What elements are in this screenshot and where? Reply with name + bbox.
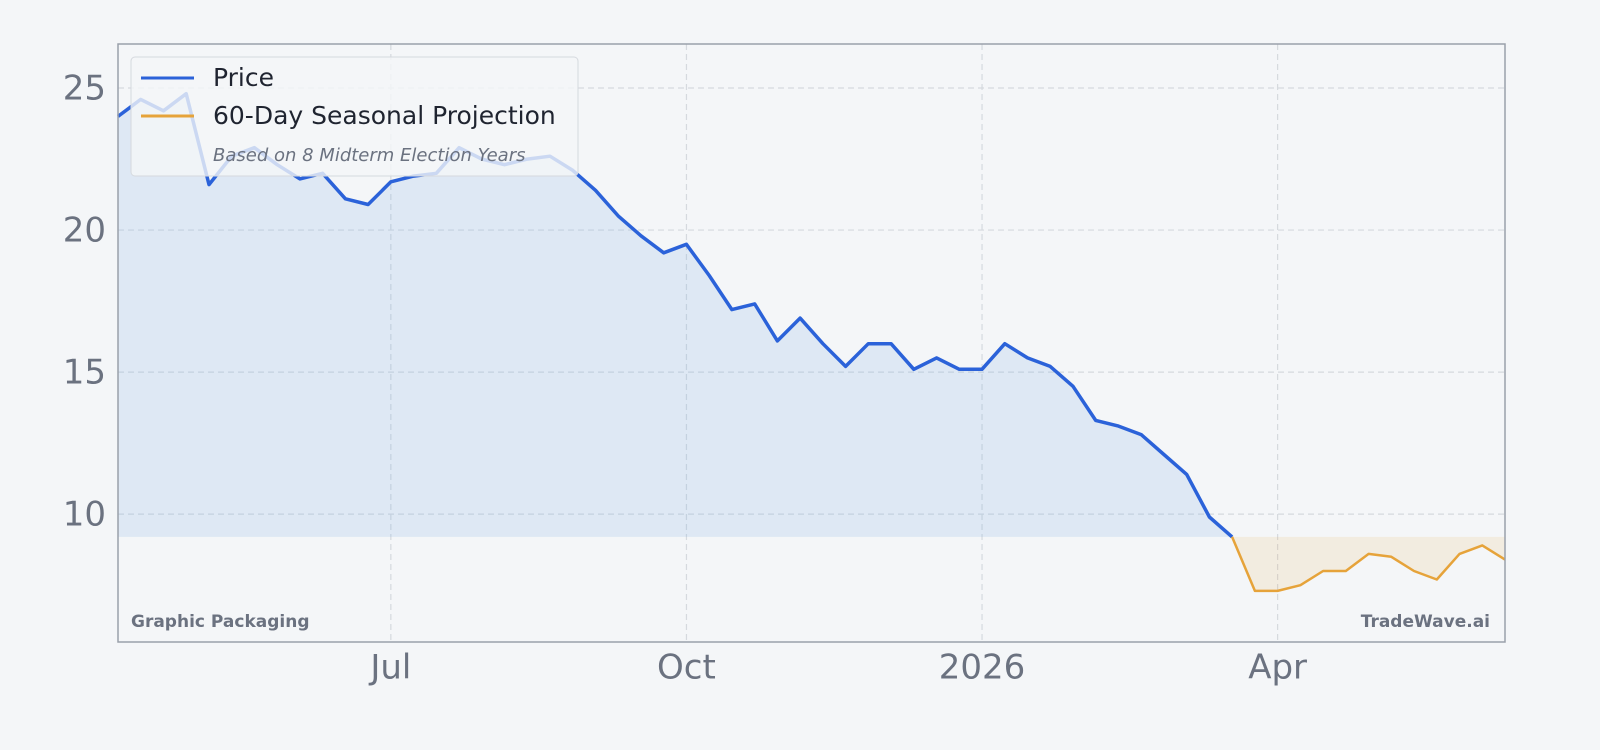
x-tick-label: Jul bbox=[368, 648, 411, 688]
x-tick-label: Apr bbox=[1248, 648, 1307, 688]
series-line bbox=[1230, 536, 1506, 593]
legend-label: Price bbox=[213, 63, 274, 92]
y-tick-label: 15 bbox=[63, 353, 106, 393]
y-tick-label: 20 bbox=[63, 211, 106, 251]
legend-box bbox=[130, 56, 579, 177]
legend-label: 60-Day Seasonal Projection bbox=[213, 101, 556, 130]
plot-frame bbox=[117, 43, 1506, 643]
lines bbox=[116, 91, 1506, 593]
series-line bbox=[116, 91, 1234, 539]
legend: Price 60-Day Seasonal Projection Based o… bbox=[130, 56, 579, 177]
source-label: Graphic Packaging bbox=[131, 612, 310, 632]
areas bbox=[118, 93, 1505, 591]
x-tick-label: 2026 bbox=[939, 648, 1026, 688]
y-tick-label: 25 bbox=[63, 69, 106, 109]
series-area bbox=[118, 93, 1233, 537]
brand-label: TradeWave.ai bbox=[1361, 612, 1490, 632]
series-area bbox=[1232, 536, 1505, 591]
x-tick-label: Oct bbox=[657, 648, 716, 688]
legend-note: Based on 8 Midterm Election Years bbox=[213, 145, 526, 166]
y-tick-label: 10 bbox=[63, 495, 106, 535]
